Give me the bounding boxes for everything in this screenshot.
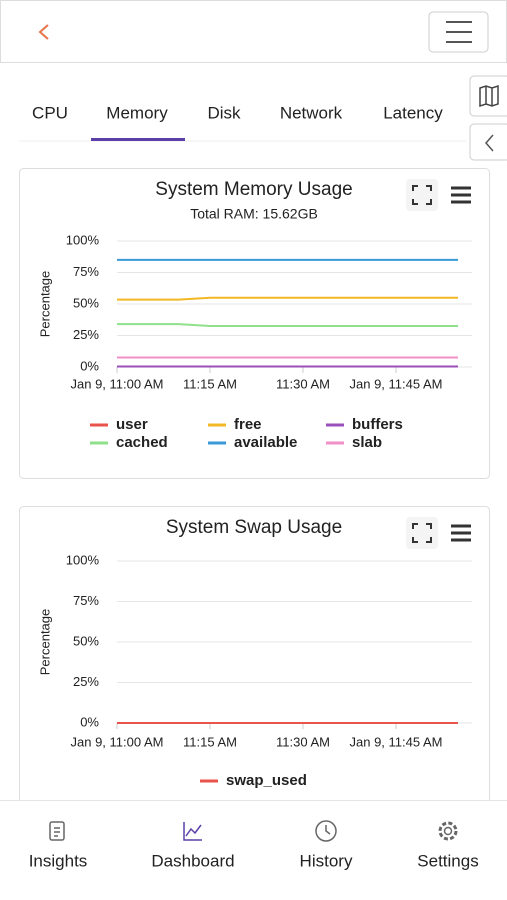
history-icon <box>315 820 337 842</box>
charts: System Memory Usage Total RAM: 15.62GB 0% 2… <box>19 168 490 817</box>
legend-label[interactable]: user <box>116 416 148 433</box>
x-tick-label: Jan 9, 11:00 AM <box>71 376 164 391</box>
nav-items: Insights Dashboard History Settings <box>29 851 479 870</box>
bottom-nav <box>0 800 507 900</box>
y-tick-label: 100% <box>66 552 100 567</box>
fullscreen-icon <box>412 185 432 205</box>
insights-icon <box>49 821 65 841</box>
nav-item[interactable]: Settings <box>417 851 478 870</box>
x-tick-label: 11:30 AM <box>276 376 330 391</box>
tab[interactable]: Latency <box>383 103 443 122</box>
y-tick-label: 0% <box>80 714 99 729</box>
fullscreen-button[interactable] <box>406 517 438 549</box>
x-tick-label: Jan 9, 11:00 AM <box>71 734 164 749</box>
map-button[interactable] <box>469 75 507 117</box>
y-tick-label: 25% <box>73 327 99 342</box>
collapse-button[interactable] <box>469 123 507 161</box>
y-tick-label: 50% <box>73 295 99 310</box>
y-tick-label: 0% <box>80 358 99 373</box>
legend-label[interactable]: cached <box>116 434 168 451</box>
chart-title: System Swap Usage <box>166 517 342 538</box>
collapse-icon <box>485 134 494 152</box>
nav-item[interactable]: History <box>300 851 353 870</box>
y-tick-label: 25% <box>73 674 99 689</box>
history-icon-hands <box>325 825 331 835</box>
legend-label[interactable]: swap_used <box>226 772 307 789</box>
insights-icon-lines <box>54 827 60 837</box>
settings-icon <box>438 821 458 841</box>
nav-item[interactable]: Insights <box>29 851 88 870</box>
y-tick-label: 75% <box>73 593 99 608</box>
series-line <box>117 296 458 301</box>
fullscreen-icon <box>412 523 432 543</box>
back-button[interactable] <box>38 24 49 40</box>
y-tick-label: 75% <box>73 264 99 279</box>
header <box>0 0 507 63</box>
tab[interactable]: Memory <box>106 103 168 122</box>
legend-label[interactable]: available <box>234 434 297 451</box>
chart-title: System Memory Usage <box>155 179 352 200</box>
chart-subtitle: Total RAM: 15.62GB <box>190 206 318 222</box>
tabs: CPU Memory Disk Network Latency <box>32 103 443 141</box>
legend-label[interactable]: free <box>234 416 262 433</box>
x-tick-label: 11:15 AM <box>183 376 237 391</box>
x-tick-label: Jan 9, 11:45 AM <box>350 376 443 391</box>
y-tick-label: 100% <box>66 232 100 247</box>
chart-card: System Memory Usage Total RAM: 15.62GB 0% 2… <box>19 168 490 479</box>
y-axis-title: Percentage <box>37 271 52 338</box>
legend-label[interactable]: slab <box>352 434 382 451</box>
fullscreen-button[interactable] <box>406 179 438 211</box>
settings-icon-center <box>443 826 453 836</box>
dashboard-icon <box>183 822 202 841</box>
map-icon <box>479 84 499 108</box>
x-tick-label: 11:30 AM <box>276 734 330 749</box>
series-line <box>117 323 458 328</box>
x-tick-label: Jan 9, 11:45 AM <box>350 734 443 749</box>
tab[interactable]: Disk <box>207 103 241 122</box>
tab[interactable]: Network <box>280 103 343 122</box>
card <box>19 168 490 479</box>
x-tick-label: 11:15 AM <box>183 734 237 749</box>
nav-item[interactable]: Dashboard <box>151 851 234 870</box>
y-axis-title: Percentage <box>37 609 52 676</box>
tab[interactable]: CPU <box>32 103 68 122</box>
nav-icons <box>49 820 458 842</box>
chart-card: System Swap Usage 0% 25% 50% 75% 100% Percenta… <box>19 506 490 817</box>
menu-icon <box>446 21 472 43</box>
y-tick-label: 50% <box>73 633 99 648</box>
tab-indicator <box>91 138 185 141</box>
legend-label[interactable]: buffers <box>352 416 403 433</box>
